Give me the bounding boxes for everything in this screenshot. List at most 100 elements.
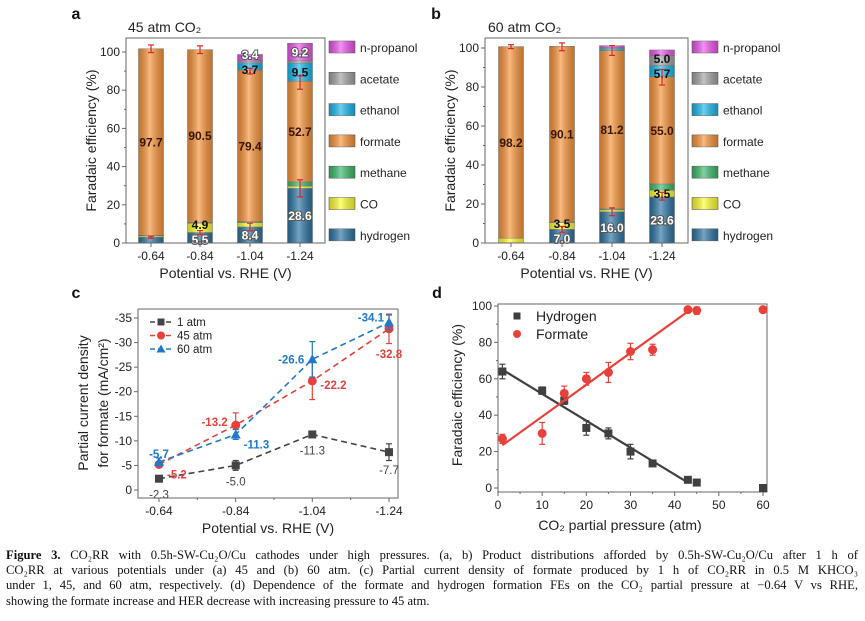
data-label: -5.2: [167, 469, 187, 481]
y-tick-label: 60: [479, 372, 493, 386]
x-tick-label: -1.24: [375, 504, 403, 518]
legend-marker: [513, 330, 521, 338]
legend-label: acetate: [360, 72, 400, 86]
x-axis-title: CO₂ partial pressure (atm): [538, 517, 701, 533]
data-point: [154, 456, 164, 466]
y-tick-label: -15: [115, 409, 133, 423]
legend-marker: [157, 331, 165, 340]
x-tick-label: 0: [495, 498, 502, 512]
caption-label: Figure 3.: [6, 548, 61, 562]
bar-segment-shading: [138, 237, 164, 243]
y-tick-label: 80: [107, 83, 121, 97]
bar-data-label: 55.0: [650, 124, 674, 138]
plot-frame: [137, 308, 399, 499]
bar-data-label: 5.0: [654, 52, 671, 66]
panel-letter: a: [72, 6, 81, 23]
legend-label: acetate: [723, 72, 763, 86]
bar-data-label: 98.2: [499, 136, 523, 150]
bar-segment-shading: [237, 62, 263, 70]
bar-data-label: 90.1: [550, 128, 574, 142]
y-axis-title: Faradaic efficiency (%): [442, 69, 458, 211]
data-point: [230, 429, 241, 439]
data-point: [626, 347, 635, 356]
bar-data-label: 52.7: [288, 125, 312, 139]
bar-data-label: 3.4: [242, 48, 259, 62]
bar-segment-shading: [549, 46, 575, 222]
bar-segment-shading: [237, 221, 263, 223]
data-label: -34.1: [358, 312, 385, 324]
bar-segment-shading: [649, 76, 675, 184]
data-point: [231, 420, 241, 430]
bar-segment-shading: [287, 63, 313, 82]
bar-segment-shading: [187, 49, 213, 223]
bar-data-label: 9.2: [292, 46, 309, 60]
data-point: [759, 484, 767, 492]
x-tick-label: 50: [712, 498, 726, 512]
x-tick-label: -0.64: [497, 249, 525, 263]
panel-letter: b: [431, 6, 441, 23]
chart-formate-partial-current-density: 0 -5 -10 -15 -20 -25 -30 -35 -0.64 -0.84 -1.04 -1.2…: [75, 308, 403, 536]
data-label: -11.3: [300, 445, 325, 457]
legend-marker: [156, 344, 166, 353]
y-tick-label: 0: [472, 236, 479, 250]
caption-text: CO₂RR with 0.5h-SW-Cu₂O/Cu cathodes unde…: [60, 548, 858, 562]
bar-data-label: 16.0: [600, 221, 624, 235]
y-tick-label: 0: [485, 481, 492, 495]
y-tick-label: 100: [472, 299, 492, 313]
data-label: -26.6: [278, 354, 304, 366]
bar-data-label: 28.6: [288, 209, 312, 223]
x-tick-label: 30: [624, 498, 638, 512]
bar-segment-shading: [287, 81, 313, 182]
x-axis-title: Potential vs. RHE (V): [202, 520, 334, 536]
data-label: -22.2: [320, 380, 346, 392]
legend-label: ethanol: [723, 104, 762, 118]
panel-letter: c: [72, 285, 81, 302]
data-point: [537, 428, 547, 438]
data-point: [497, 434, 507, 444]
legend-label: CO: [360, 198, 378, 212]
series-line-45-atm: [158, 328, 390, 466]
bar-segment-shading: [237, 226, 263, 243]
y-tick-label: -10: [115, 434, 133, 448]
x-axis-title: Potential vs. RHE (V): [520, 265, 652, 281]
x-tick-label: -0.64: [137, 249, 165, 263]
bar-data-label: 8.4: [242, 228, 259, 242]
legend-label: Formate: [536, 326, 588, 342]
legend-swatch-shading: [329, 134, 355, 147]
legend-label: hydrogen: [360, 229, 410, 243]
legend-swatch-shading: [692, 228, 718, 241]
bar-segment-shading: [649, 55, 675, 66]
legend-label: hydrogen: [723, 229, 773, 243]
chart-title: 45 atm CO₂: [128, 19, 201, 35]
bar-segment-shading: [187, 232, 213, 243]
x-tick-label: -1.04: [299, 504, 327, 518]
series-line-60-atm: [158, 321, 390, 463]
x-tick-label: -1.04: [236, 249, 264, 263]
bar-segment-shading: [287, 60, 313, 64]
fit-line-hydrogen: [501, 368, 689, 484]
bar-segment-shading: [649, 183, 675, 191]
data-point: [604, 429, 613, 438]
legend-swatch-shading: [692, 41, 718, 53]
data-point: [307, 354, 318, 364]
y-tick-label: -30: [115, 336, 133, 350]
legend-swatch-shading: [329, 166, 355, 179]
caption-line: CO₂RR at various potentials under (a) 45…: [6, 563, 858, 578]
x-axis-title: Potential vs. RHE (V): [159, 265, 291, 281]
bar-segment-shading: [187, 223, 213, 233]
y-axis-title: Faradaic efficiency (%): [83, 69, 99, 211]
x-tick-label: 40: [668, 498, 682, 512]
data-point: [648, 459, 657, 468]
legend-label: methane: [360, 166, 407, 180]
bar-segment-shading: [649, 49, 675, 56]
bar-segment-shading: [237, 54, 263, 61]
bar-segment-shading: [237, 60, 263, 63]
legend-swatch-shading: [329, 103, 355, 116]
y-tick-label: 0: [125, 483, 132, 497]
x-tick-label: 10: [535, 498, 549, 512]
data-point: [385, 448, 393, 457]
data-label: -7.7: [379, 465, 399, 477]
data-point: [231, 461, 240, 470]
